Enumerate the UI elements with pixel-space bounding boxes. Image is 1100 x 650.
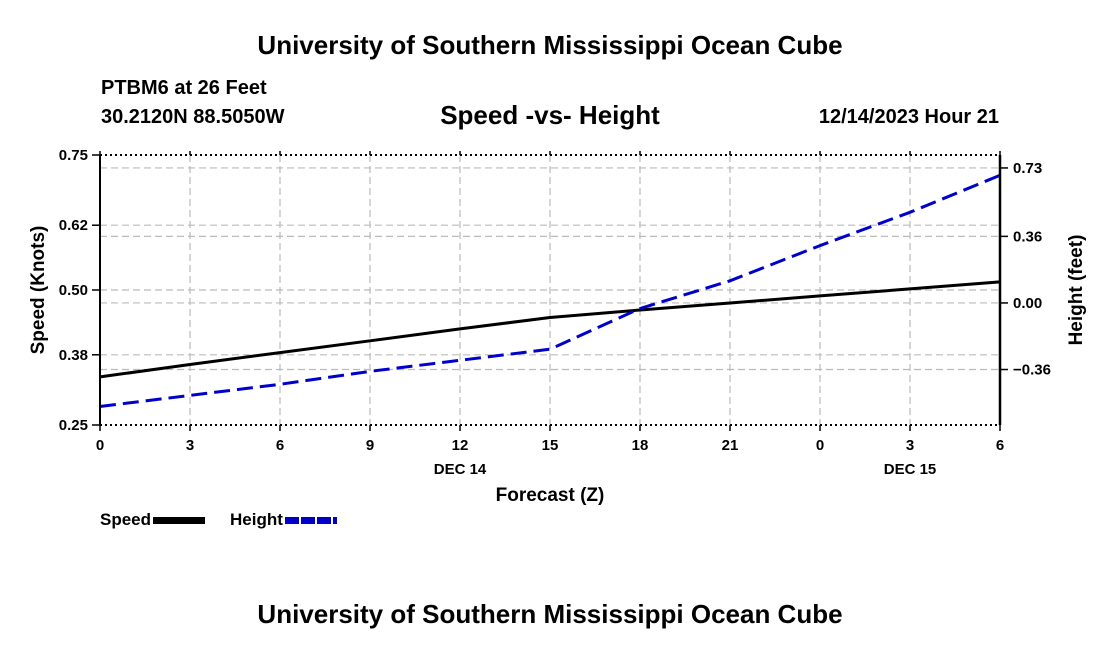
forecast-date: 12/14/2023 Hour 21: [818, 106, 999, 128]
x-tick-label: 15: [542, 437, 559, 454]
legend-speed: Speed: [100, 510, 206, 530]
x-tick-label: 18: [632, 437, 649, 454]
x-day-label: DEC 14: [434, 461, 487, 478]
y2-tick-label: −0.36: [1013, 362, 1051, 379]
x-tick-label: 21: [722, 437, 739, 454]
station-name: PTBM6 at 26 Feet: [101, 77, 267, 99]
station-coordinates: 30.2120N 88.5050W: [101, 106, 285, 128]
x-tick-label: 9: [366, 437, 374, 454]
x-tick-label: 3: [186, 437, 194, 454]
y-tick-label: 0.50: [59, 282, 88, 299]
axis-text: 0 3 6 9 12 15 18 21 0 3 6 DEC 14 DEC 15 0.75 0.62 0.50 0…: [28, 147, 1087, 506]
grid-lines: [100, 155, 1000, 425]
legend-speed-label: Speed: [100, 510, 152, 529]
y2-tick-label: 0.73: [1013, 160, 1042, 177]
legend-speed-swatch: [153, 517, 206, 525]
legend-height: Height: [230, 510, 337, 530]
y-tick-label: 0.75: [59, 147, 88, 164]
y2-tick-label: 0.36: [1013, 228, 1042, 245]
x-tick-label: 12: [452, 437, 469, 454]
x-axis-label: Forecast (Z): [496, 485, 605, 506]
legend-height-label: Height: [230, 510, 283, 529]
x-tick-label: 6: [276, 437, 284, 454]
page-title: University of Southern Mississippi Ocean…: [257, 30, 843, 60]
x-tick-label: 0: [96, 437, 104, 454]
plot-frame: [92, 151, 1008, 431]
x-tick-label: 3: [906, 437, 914, 454]
y-axis-label: Speed (Knots): [28, 226, 49, 355]
series-lines: [99, 173, 1001, 408]
footer-title: University of Southern Mississippi Ocean…: [257, 599, 843, 629]
y-tick-label: 0.38: [59, 347, 88, 364]
legend-height-swatch: [284, 517, 337, 525]
y-tick-label: 0.25: [59, 417, 88, 434]
series-line-speed: [99, 280, 1001, 379]
x-tick-label: 0: [816, 437, 824, 454]
series-line-height: [99, 173, 1001, 408]
chart-title: Speed -vs- Height: [440, 100, 660, 130]
y2-tick-label: 0.00: [1013, 295, 1042, 312]
x-day-label: DEC 15: [884, 461, 937, 478]
y-tick-label: 0.62: [59, 217, 88, 234]
y2-axis-label: Height (feet): [1066, 235, 1087, 346]
x-tick-label: 6: [996, 437, 1004, 454]
